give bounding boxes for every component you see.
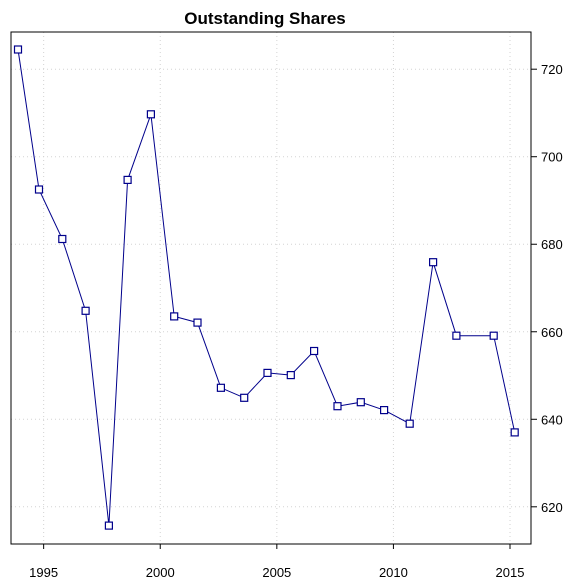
data-point <box>170 312 179 321</box>
data-point <box>286 371 295 380</box>
x-tick-label: 2005 <box>262 565 291 580</box>
data-point <box>405 419 414 428</box>
plot-frame <box>10 31 532 545</box>
y-tick-label: 720 <box>541 62 563 77</box>
data-points <box>13 45 519 530</box>
data-point <box>123 175 132 184</box>
y-tick-label: 660 <box>541 325 563 340</box>
data-point <box>193 318 202 327</box>
data-point <box>429 258 438 267</box>
data-point <box>356 398 365 407</box>
grid <box>11 32 531 544</box>
y-axis-right: 620 640 660 680 700 720 <box>531 62 563 515</box>
y-tick-label: 680 <box>541 237 563 252</box>
y-tick-label: 640 <box>541 412 563 427</box>
data-point <box>452 331 461 340</box>
y-tick-label: 620 <box>541 500 563 515</box>
data-point <box>81 306 90 315</box>
data-point <box>34 185 44 194</box>
data-point <box>240 393 249 402</box>
y-tick-label: 700 <box>541 150 563 165</box>
data-point <box>13 45 23 54</box>
series-line-group <box>17 49 516 526</box>
data-point <box>510 428 519 437</box>
data-point <box>380 406 389 415</box>
data-point <box>489 331 498 340</box>
chart-title: Outstanding Shares <box>184 9 346 28</box>
data-point <box>310 346 319 356</box>
data-point <box>216 383 225 392</box>
series-line <box>17 49 516 526</box>
data-point <box>146 110 155 119</box>
x-axis: 1995 2000 2005 2010 2015 <box>29 544 524 580</box>
x-tick-label: 1995 <box>29 565 58 580</box>
x-tick-label: 2015 <box>496 565 525 580</box>
data-point <box>104 521 114 530</box>
x-tick-label: 2000 <box>146 565 175 580</box>
data-point <box>58 234 67 244</box>
data-point <box>333 402 342 411</box>
x-tick-label: 2010 <box>379 565 408 580</box>
data-point <box>263 368 272 377</box>
